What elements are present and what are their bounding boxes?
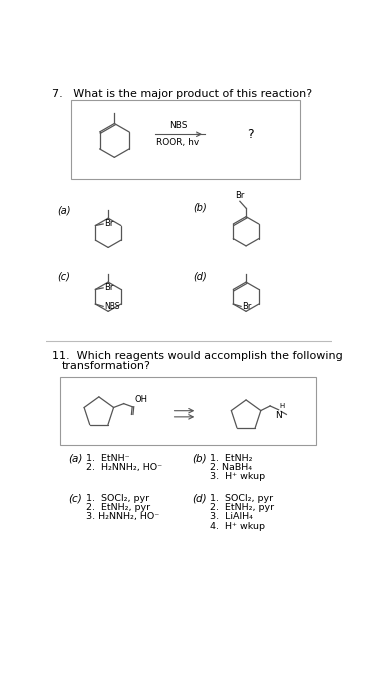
Text: (c): (c) xyxy=(57,271,70,281)
Text: transformation?: transformation? xyxy=(62,362,151,371)
Text: N: N xyxy=(275,411,282,420)
Bar xyxy=(60,377,316,444)
Text: 2. NaBH₄: 2. NaBH₄ xyxy=(210,463,252,472)
Text: NBS: NBS xyxy=(104,302,120,311)
Text: 2.  EtNH₂, pyr: 2. EtNH₂, pyr xyxy=(86,503,151,512)
Text: 1.  SOCl₂, pyr: 1. SOCl₂, pyr xyxy=(210,494,273,503)
Text: (a): (a) xyxy=(57,206,70,216)
Text: 2.  H₂NNH₂, HO⁻: 2. H₂NNH₂, HO⁻ xyxy=(86,463,163,472)
Bar xyxy=(71,100,300,179)
Text: Br: Br xyxy=(235,191,245,200)
Text: (a): (a) xyxy=(68,454,82,464)
Text: (b): (b) xyxy=(193,202,207,212)
Text: 11.  Which reagents would accomplish the following: 11. Which reagents would accomplish the … xyxy=(52,351,343,360)
Text: Br: Br xyxy=(104,283,113,292)
Text: 4.  H⁺ wkup: 4. H⁺ wkup xyxy=(210,522,265,531)
Text: ROOR, hv: ROOR, hv xyxy=(156,138,200,147)
Text: 3.  H⁺ wkup: 3. H⁺ wkup xyxy=(210,472,266,482)
Text: NBS: NBS xyxy=(169,121,187,130)
Text: (d): (d) xyxy=(193,271,207,281)
Text: 1.  SOCl₂, pyr: 1. SOCl₂, pyr xyxy=(86,494,149,503)
Text: Br: Br xyxy=(104,220,113,229)
Text: (d): (d) xyxy=(192,494,206,504)
Text: 1.  EtNH⁻: 1. EtNH⁻ xyxy=(86,454,130,463)
Text: 7.   What is the major product of this reaction?: 7. What is the major product of this rea… xyxy=(52,89,313,99)
Text: 2.  EtNH₂, pyr: 2. EtNH₂, pyr xyxy=(210,503,275,512)
Text: (b): (b) xyxy=(192,454,206,464)
Text: ?: ? xyxy=(246,127,253,141)
Text: (c): (c) xyxy=(68,494,82,504)
Text: 3.  LiAlH₄: 3. LiAlH₄ xyxy=(210,513,253,522)
Text: 3. H₂NNH₂, HO⁻: 3. H₂NNH₂, HO⁻ xyxy=(86,513,160,522)
Text: OH: OH xyxy=(134,395,148,404)
Text: H: H xyxy=(279,403,284,409)
Text: Br: Br xyxy=(242,302,251,311)
Text: 1.  EtNH₂: 1. EtNH₂ xyxy=(210,454,253,463)
